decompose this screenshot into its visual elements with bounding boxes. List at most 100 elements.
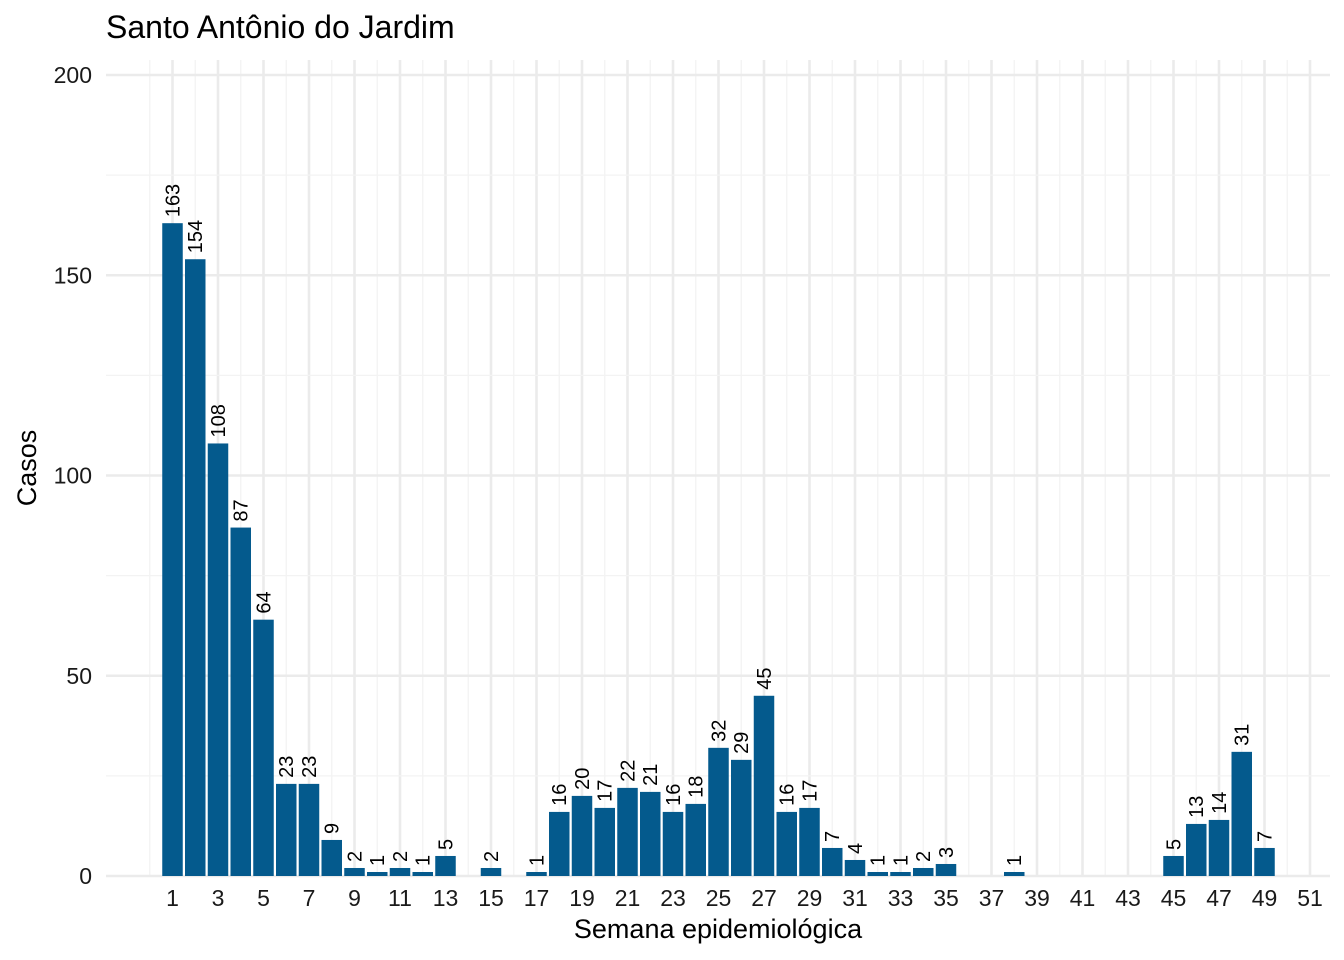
y-tick-label: 200 bbox=[54, 62, 92, 88]
bar-value-label: 20 bbox=[572, 768, 594, 790]
bar-value-label: 163 bbox=[163, 184, 185, 217]
x-tick-label: 33 bbox=[888, 885, 914, 911]
x-tick-label: 3 bbox=[212, 885, 225, 911]
bar bbox=[276, 783, 297, 876]
x-tick-label: 31 bbox=[842, 885, 868, 911]
y-tick-label: 100 bbox=[54, 463, 92, 489]
bar bbox=[1254, 847, 1275, 876]
bar bbox=[207, 443, 229, 876]
chart-title: Santo Antônio do Jardim bbox=[106, 9, 455, 45]
x-tick-label: 29 bbox=[797, 885, 823, 911]
x-tick-label: 17 bbox=[524, 885, 550, 911]
bar-value-label: 17 bbox=[800, 780, 822, 802]
x-tick-label: 21 bbox=[615, 885, 641, 911]
x-tick-label: 25 bbox=[706, 885, 732, 911]
x-tick-label: 13 bbox=[433, 885, 459, 911]
bar-value-label: 1 bbox=[527, 855, 549, 866]
bar-value-label: 2 bbox=[913, 851, 935, 862]
bar-value-label: 2 bbox=[481, 851, 503, 862]
x-tick-label: 45 bbox=[1161, 885, 1187, 911]
y-tick-label: 0 bbox=[79, 863, 92, 889]
x-tick-label: 15 bbox=[478, 885, 504, 911]
bar bbox=[230, 527, 251, 876]
x-tick-label: 39 bbox=[1024, 885, 1050, 911]
x-axis-title: Semana epidemiológica bbox=[574, 914, 863, 944]
bar bbox=[162, 223, 183, 876]
x-tick-label: 23 bbox=[660, 885, 686, 911]
x-axis-tick-labels: 1 3 5 7 9 11 13 15 17 19 21 23 25 27 29 31 33 35 37 39 41 43 4… bbox=[166, 885, 1323, 911]
bar-value-label: 64 bbox=[254, 591, 276, 613]
bar bbox=[435, 855, 456, 876]
x-tick-label: 43 bbox=[1115, 885, 1141, 911]
bar bbox=[662, 811, 684, 876]
bar-value-label: 45 bbox=[754, 668, 776, 690]
bar-value-label: 21 bbox=[640, 764, 662, 786]
x-tick-label: 27 bbox=[751, 885, 777, 911]
bar-value-label: 1 bbox=[868, 855, 890, 866]
bar bbox=[185, 259, 206, 877]
bar-value-label: 14 bbox=[1209, 792, 1231, 814]
bar bbox=[844, 859, 866, 876]
bar-value-label: 1 bbox=[1004, 855, 1026, 866]
bar bbox=[367, 871, 388, 876]
bar bbox=[867, 871, 888, 876]
bar-value-label: 3 bbox=[936, 847, 958, 858]
bar bbox=[913, 867, 934, 876]
bar bbox=[298, 783, 320, 876]
y-tick-label: 150 bbox=[54, 262, 92, 288]
bar-value-label: 22 bbox=[618, 760, 640, 782]
bar bbox=[389, 867, 411, 876]
bar-value-label: 1 bbox=[891, 855, 913, 866]
bar bbox=[1163, 855, 1184, 876]
y-axis-title: Casos bbox=[12, 430, 42, 507]
bar bbox=[617, 787, 638, 876]
bar-value-label: 1 bbox=[413, 855, 435, 866]
bar-value-label: 32 bbox=[709, 720, 731, 742]
y-tick-label: 50 bbox=[66, 663, 92, 689]
bar-value-label: 5 bbox=[1164, 839, 1186, 850]
bar bbox=[571, 795, 593, 876]
bar bbox=[799, 807, 820, 876]
bar bbox=[344, 867, 365, 876]
x-tick-label: 41 bbox=[1070, 885, 1096, 911]
bar bbox=[822, 847, 843, 876]
bar-value-label: 18 bbox=[686, 776, 708, 798]
bar-value-label: 5 bbox=[436, 839, 458, 850]
x-tick-label: 7 bbox=[303, 885, 316, 911]
bar-value-label: 1 bbox=[367, 855, 389, 866]
bar bbox=[708, 747, 729, 876]
bar bbox=[549, 811, 570, 876]
bar-value-label: 87 bbox=[231, 499, 253, 521]
bar bbox=[253, 619, 274, 876]
bar-value-label: 7 bbox=[822, 831, 844, 842]
bar bbox=[526, 871, 547, 876]
x-tick-label: 49 bbox=[1252, 885, 1278, 911]
bar bbox=[1208, 819, 1230, 876]
bar-value-label: 17 bbox=[595, 780, 617, 802]
bar bbox=[1004, 871, 1025, 876]
x-tick-label: 5 bbox=[257, 885, 270, 911]
bar-value-label: 29 bbox=[731, 732, 753, 754]
y-axis-tick-labels: 0 50 100 150 200 bbox=[54, 62, 92, 889]
bar-value-label: 9 bbox=[322, 823, 344, 834]
bar-value-label: 16 bbox=[663, 784, 685, 806]
bar-value-label: 31 bbox=[1232, 724, 1254, 746]
bar bbox=[594, 807, 615, 876]
bar-value-label: 13 bbox=[1186, 796, 1208, 818]
bar bbox=[321, 839, 342, 876]
bars bbox=[162, 223, 1275, 877]
bar bbox=[935, 863, 957, 876]
bar-value-label: 2 bbox=[345, 851, 367, 862]
bar-value-label: 2 bbox=[390, 851, 412, 862]
bar bbox=[731, 759, 752, 876]
bar bbox=[480, 867, 502, 876]
bar-value-label: 4 bbox=[845, 843, 867, 854]
bar bbox=[776, 811, 797, 876]
bar-value-label: 108 bbox=[208, 404, 230, 437]
bar bbox=[1186, 823, 1207, 876]
bar-value-label: 16 bbox=[549, 784, 571, 806]
bar bbox=[753, 695, 775, 876]
x-tick-label: 51 bbox=[1297, 885, 1323, 911]
